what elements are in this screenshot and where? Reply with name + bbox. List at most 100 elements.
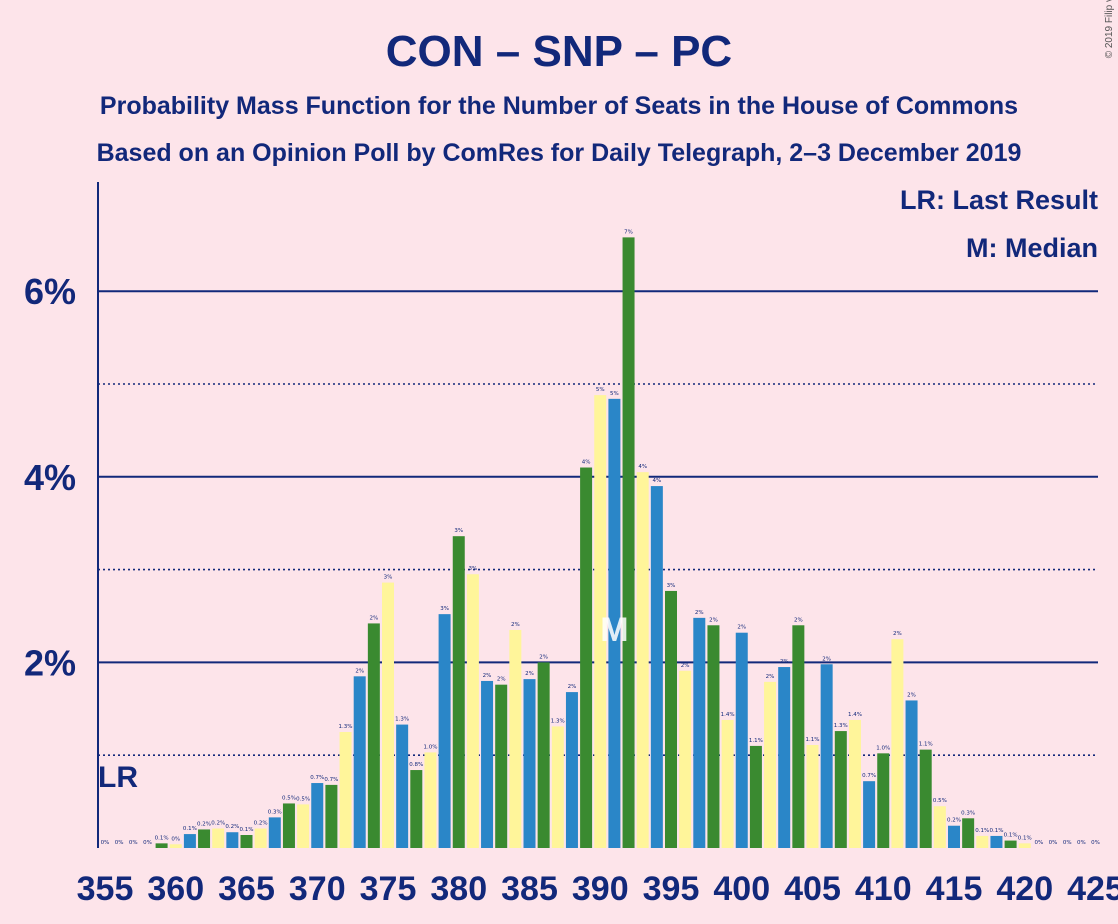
bar [311,783,324,848]
bar [452,536,465,848]
legend-last-result: LR: Last Result [900,185,1098,215]
bar-value-label: 2% [681,663,690,669]
bar-value-label: 0% [115,840,124,846]
bar [721,719,734,848]
bar-value-label: 2% [737,625,746,631]
bar-value-label: 0.2% [225,824,239,830]
bar-value-label: 5% [610,391,619,397]
bar [169,844,182,848]
bar [339,732,352,848]
bar-value-label: 2% [525,671,534,677]
bar-value-label: 2% [709,617,718,623]
bar-value-label: 2% [355,668,364,674]
bar [424,752,437,848]
bar-value-label: 1.3% [834,723,848,729]
bar-value-label: 1.1% [749,738,763,744]
bar-value-label: 4% [652,478,661,484]
bar-value-label: 1.3% [339,724,353,730]
bar-value-label: 2% [695,610,704,616]
bar-value-label: 0.8% [409,762,423,768]
chart-subtitle-1: Probability Mass Function for the Number… [100,92,1018,120]
bar [933,806,946,848]
bar-value-label: 0% [129,840,138,846]
bar-value-label: 2% [568,684,577,690]
bar-value-label: 0.1% [1004,833,1018,839]
bar-value-label: 4% [582,460,591,466]
bar-value-label: 3% [384,575,393,581]
bar-value-label: 2% [766,674,775,680]
bar-value-label: 0% [1035,840,1044,846]
bar [919,749,932,848]
x-tick-label: 360 [147,870,204,908]
bar [976,835,989,848]
x-tick-label: 405 [784,870,841,908]
bar-value-label: 1.4% [848,712,862,718]
bar [495,684,508,848]
bar-value-label: 0.7% [324,777,338,783]
bar [877,753,890,848]
bar-value-label: 0% [171,836,180,842]
bar [551,726,564,848]
bar-value-label: 1.0% [876,745,890,751]
bar-value-label: 0% [143,840,152,846]
bar [1004,840,1017,848]
x-tick-label: 425 [1067,870,1118,908]
bar-value-label: 1.0% [423,744,437,750]
bar-value-label: 2% [907,692,916,698]
bars [155,237,1031,849]
bar [226,832,239,848]
x-tick-label: 355 [77,870,134,908]
y-tick-labels: 2% 4% 6% [24,271,76,683]
bar-value-label: 2% [893,631,902,637]
bar [650,486,663,848]
bar-value-label: 3% [469,566,478,572]
bar-value-label: 3% [667,583,676,589]
bar [1018,843,1031,848]
bar-value-label: 0.7% [310,775,324,781]
bar [891,639,904,848]
bar [749,745,762,848]
copyright-note: © 2019 Filip van Laenen [1104,0,1115,58]
bar [353,676,366,848]
x-tick-label: 370 [289,870,346,908]
bar [834,731,847,848]
bar [254,828,267,848]
bar [665,590,677,848]
bar [707,625,720,848]
bar [198,829,211,848]
bar [820,664,833,848]
bar [636,472,649,848]
bar-value-label: 1.4% [721,712,735,718]
bar [594,395,607,848]
bar [608,398,621,848]
x-tick-label: 385 [501,870,558,908]
bar-value-label: 2% [822,656,831,662]
median-marker: M [600,611,628,649]
bar-value-label: 0.3% [961,810,975,816]
bar [537,662,550,848]
bar-value-label: 2% [497,677,506,683]
bar [240,835,253,848]
x-tick-label: 375 [360,870,417,908]
x-tick-label: 365 [218,870,275,908]
bar [693,617,706,848]
bar-value-label: 4% [638,464,647,470]
bar-value-label: 0.1% [1018,835,1032,841]
bar [382,582,394,848]
bar [580,467,593,848]
y-tick-label: 6% [24,271,76,312]
chart-title: CON – SNP – PC [386,27,732,76]
bar-value-label: 0.5% [296,796,310,802]
bar-value-label: 7% [624,229,633,235]
bar [438,614,451,848]
x-tick-label: 410 [855,870,912,908]
bar [282,803,295,848]
bar [523,679,536,848]
x-tick-label: 420 [996,870,1053,908]
bar-value-label: 3% [454,528,463,534]
bar-value-label: 1.1% [806,737,820,743]
bar [735,632,748,848]
bar [466,574,479,848]
bar-value-label: 0.7% [862,773,876,779]
bar [481,680,494,848]
